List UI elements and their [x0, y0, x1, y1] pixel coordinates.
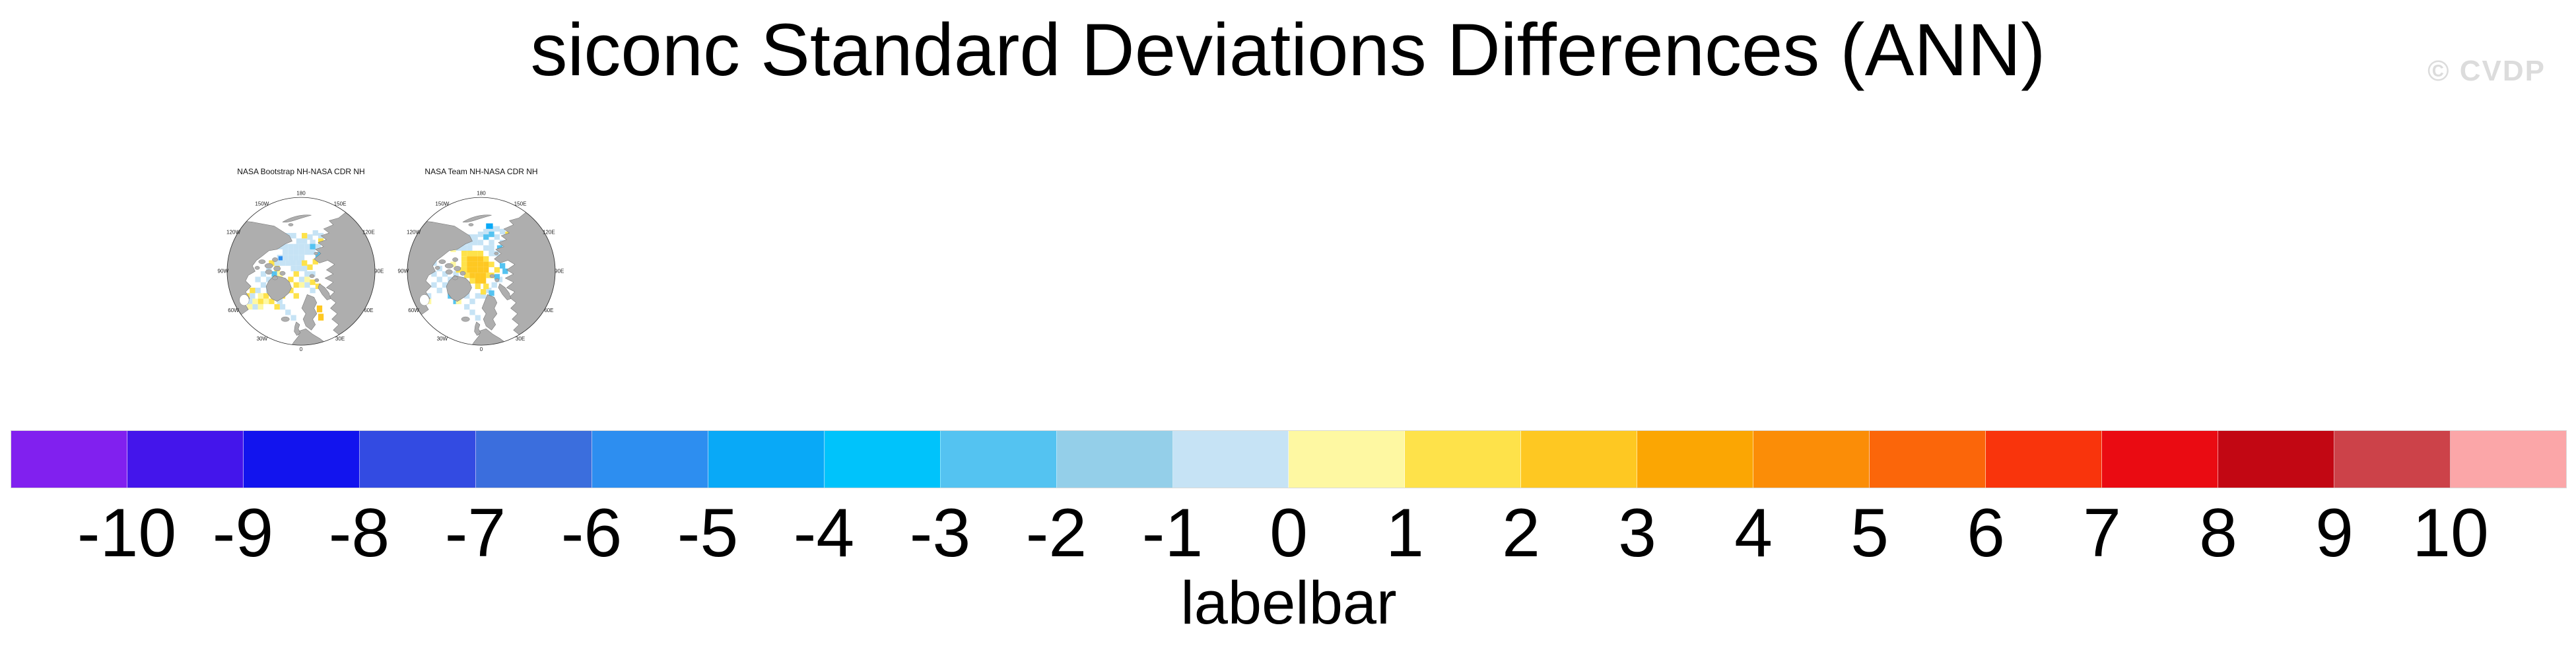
colorbar-tick-label: 6: [1967, 495, 2005, 571]
colorbar-title: labelbar: [1180, 569, 1397, 637]
colorbar-tick-labels: -10 -9 -8 -7 -6 -5 -4 -3 -2 -1 0 1 2 3 4 5 6 7 8 9 10: [11, 499, 2567, 571]
lon-label: 30E: [516, 336, 525, 342]
colorbar-tick-label: 0: [1270, 495, 1308, 571]
colorbar-tick-label: -4: [793, 495, 855, 571]
colorbar-tick-label: -1: [1141, 495, 1203, 571]
lon-label: 180: [477, 190, 486, 196]
colorbar-segment: [475, 431, 592, 488]
colorbar-segment: [1637, 431, 1754, 488]
colorbar-tick-label: -5: [677, 495, 739, 571]
lon-label: 30W: [257, 336, 268, 342]
lon-label: 60E: [544, 307, 554, 313]
lon-label: 90E: [374, 269, 384, 275]
colorbar-tick-label: 10: [2412, 495, 2489, 571]
colorbar-segment: [940, 431, 1057, 488]
polar-map-nasa-bootstrap: 180 150E 120E 90E 60E 30E 0 30W 60W 90W 120W 150W: [217, 190, 384, 352]
colorbar-segment: [1056, 431, 1173, 488]
cvdp-watermark: © CVDP: [2427, 55, 2546, 87]
colorbar-segment: [1405, 431, 1522, 488]
map-panel-nasa-bootstrap: NASA Bootstrap NH-NASA CDR NH 180 150E 120…: [209, 165, 393, 359]
lon-label: 120E: [543, 230, 555, 236]
colorbar-segment: [824, 431, 941, 488]
lon-label: 90W: [397, 269, 409, 275]
colorbar-segment: [592, 431, 708, 488]
lon-label: 0: [480, 346, 483, 352]
colorbar-tick-label: -10: [77, 495, 177, 571]
colorbar-segment: [1172, 431, 1289, 488]
colorbar-segment: [2451, 431, 2566, 488]
lon-label: 30W: [437, 336, 448, 342]
lon-label: 120E: [362, 230, 375, 236]
colorbar-segment: [127, 431, 244, 488]
colorbar-segment: [1870, 431, 1986, 488]
colorbar-tick-label: -7: [444, 495, 506, 571]
lon-label: 60E: [364, 307, 374, 313]
map-panel-title: NASA Team NH-NASA CDR NH: [424, 167, 538, 176]
lon-label: 120W: [407, 230, 421, 236]
lon-label: 150W: [255, 201, 269, 207]
colorbar-tick-label: 2: [1502, 495, 1540, 571]
colorbar-tick-label: -2: [1025, 495, 1087, 571]
colorbar-tick-label: 8: [2199, 495, 2237, 571]
lon-label: 90E: [555, 269, 564, 275]
lon-label: 180: [296, 190, 306, 196]
colorbar-segment: [1289, 431, 1406, 488]
colorbar-segment: [1521, 431, 1638, 488]
colorbar-tick-label: 4: [1734, 495, 1773, 571]
lon-label: 150E: [334, 201, 347, 207]
map-panel-title: NASA Bootstrap NH-NASA CDR NH: [237, 167, 365, 176]
colorbar-tick-label: -8: [328, 495, 390, 571]
colorbar-segment: [11, 431, 127, 488]
colorbar-tick-label: 1: [1386, 495, 1424, 571]
colorbar-tick-label: -3: [909, 495, 971, 571]
colorbar-segment: [2102, 431, 2219, 488]
colorbar-segment: [359, 431, 476, 488]
map-panel-nasa-team: NASA Team NH-NASA CDR NH 180 150E 120E 90E 6…: [389, 165, 574, 359]
colorbar-tick-label: 9: [2315, 495, 2354, 571]
lon-label: 90W: [217, 269, 228, 275]
polar-map-nasa-team: 180 150E 120E 90E 60E 30E 0 30W 60W 90W 120W 150W: [397, 190, 564, 352]
colorbar: [11, 430, 2567, 488]
lon-label: 150W: [435, 201, 449, 207]
colorbar-segment: [2334, 431, 2451, 488]
colorbar-tick-label: -6: [560, 495, 623, 571]
lon-label: 60W: [408, 307, 419, 313]
lon-label: 0: [300, 346, 303, 352]
chart-title: siconc Standard Deviations Differences (…: [530, 9, 2046, 91]
lon-label: 30E: [335, 336, 345, 342]
colorbar-segment: [2218, 431, 2335, 488]
colorbar-segment: [1986, 431, 2103, 488]
colorbar-tick-label: 7: [2083, 495, 2121, 571]
lon-label: 150E: [514, 201, 527, 207]
colorbar-segment: [708, 431, 825, 488]
colorbar-segment: [243, 431, 360, 488]
lon-label: 60W: [228, 307, 239, 313]
colorbar-tick-label: 3: [1618, 495, 1656, 571]
colorbar-segment: [1753, 431, 1870, 488]
colorbar-tick-label: -9: [212, 495, 274, 571]
lon-label: 120W: [226, 230, 240, 236]
colorbar-tick-label: 5: [1850, 495, 1889, 571]
